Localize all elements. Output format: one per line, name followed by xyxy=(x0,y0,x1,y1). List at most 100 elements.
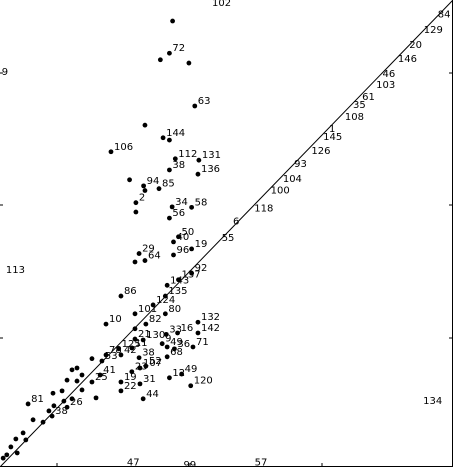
scatter-point xyxy=(195,330,201,336)
scatter-point xyxy=(46,408,52,414)
scatter-point xyxy=(89,379,95,385)
scatter-point xyxy=(20,430,26,436)
scatter-point xyxy=(137,365,143,371)
scatter-point xyxy=(103,321,109,327)
scatter-point xyxy=(179,371,185,377)
scatter-point xyxy=(59,388,65,394)
scatter-point xyxy=(13,436,19,442)
point-label: 131 xyxy=(202,150,221,161)
point-label: 64 xyxy=(148,251,161,262)
scatter-point xyxy=(61,398,67,404)
scatter-point xyxy=(167,167,172,173)
scatter-point xyxy=(150,302,156,308)
point-label: 2 xyxy=(139,193,145,204)
scatter-point xyxy=(143,363,149,369)
scatter-point xyxy=(160,135,166,141)
isolated-label: 99 xyxy=(183,460,196,467)
scatter-point xyxy=(156,186,162,192)
scatter-point xyxy=(157,57,163,63)
scatter-point xyxy=(140,337,146,343)
point-label: 50 xyxy=(181,227,194,238)
point-label: 85 xyxy=(162,179,175,190)
line-point-label: 104 xyxy=(283,174,302,185)
scatter-point xyxy=(195,319,201,325)
scatter-point xyxy=(142,258,148,263)
scatter-point xyxy=(188,383,194,389)
line-point-label: 93 xyxy=(294,159,307,170)
scatter-point xyxy=(140,396,146,402)
scatter-point xyxy=(159,341,165,347)
line-point-label: 146 xyxy=(398,54,417,65)
scatter-point xyxy=(69,367,75,373)
scatter-point xyxy=(49,413,55,419)
point-label: 136 xyxy=(201,164,220,175)
scatter-point xyxy=(116,346,122,352)
line-point-label: 46 xyxy=(383,69,396,80)
scatter-point xyxy=(163,331,169,337)
isolated-label: 57 xyxy=(255,457,268,467)
scatter-point xyxy=(118,379,124,385)
line-point-label: 129 xyxy=(424,25,443,36)
line-point-label: 108 xyxy=(345,112,364,123)
point-label: 124 xyxy=(156,295,175,306)
point-label: 144 xyxy=(166,128,185,139)
line-point-label: 118 xyxy=(254,203,273,214)
scatter-point xyxy=(74,365,80,371)
scatter-point xyxy=(189,246,195,252)
point-label: 11 xyxy=(135,338,148,349)
scatter-point xyxy=(118,352,124,358)
point-label: 72 xyxy=(172,43,185,54)
scatter-point xyxy=(175,330,180,336)
scatter-point xyxy=(132,326,138,332)
scatter-point xyxy=(8,444,14,450)
scatter-point xyxy=(108,149,114,155)
scatter-point xyxy=(141,183,147,189)
scatter-point xyxy=(164,282,170,288)
point-label: 26 xyxy=(70,397,83,408)
point-label: 96 xyxy=(176,245,189,256)
scatter-point xyxy=(64,377,70,383)
scatter-point xyxy=(167,215,172,221)
scatter-point xyxy=(164,344,170,350)
point-label: 31 xyxy=(143,374,156,385)
point-label: 38 xyxy=(172,160,185,171)
point-label: 130 xyxy=(146,330,165,341)
point-label: 12 xyxy=(172,368,185,379)
point-label: 106 xyxy=(114,142,133,153)
point-label: 49 xyxy=(185,364,198,375)
line-point-label: 145 xyxy=(323,132,342,143)
scatter-point xyxy=(136,251,142,256)
point-label: 49 xyxy=(170,337,183,348)
point-label: 80 xyxy=(168,304,181,315)
scatter-point xyxy=(118,388,124,394)
point-label: 41 xyxy=(103,365,116,376)
point-label: 16 xyxy=(181,323,194,334)
scatter-point xyxy=(162,311,168,317)
point-label: 38 xyxy=(142,348,155,359)
point-label: 22 xyxy=(124,381,137,392)
scatter-point xyxy=(195,171,201,177)
point-label: 135 xyxy=(168,286,187,297)
point-label: 10 xyxy=(109,314,122,325)
scatter-point xyxy=(23,437,29,443)
point-label: 82 xyxy=(149,314,162,325)
point-label: 36 xyxy=(177,339,190,350)
scatter-point xyxy=(167,50,172,56)
line-point-label: 55 xyxy=(222,233,235,244)
point-label: 25 xyxy=(95,372,108,383)
scatter-point xyxy=(133,209,139,215)
scatter-point xyxy=(176,234,181,240)
point-label: 19 xyxy=(195,239,208,250)
point-label: 143 xyxy=(170,275,189,286)
scatter-point xyxy=(40,419,46,425)
line-point-label: 126 xyxy=(311,146,330,157)
scatter-point xyxy=(103,352,109,358)
scatter-point xyxy=(190,344,196,350)
line-point-label: 1 xyxy=(329,124,335,135)
scatter-point xyxy=(142,188,148,193)
point-label: 137 xyxy=(181,270,200,281)
scatter-point xyxy=(14,450,20,456)
point-label: 112 xyxy=(178,149,197,160)
scatter-point xyxy=(118,293,124,299)
